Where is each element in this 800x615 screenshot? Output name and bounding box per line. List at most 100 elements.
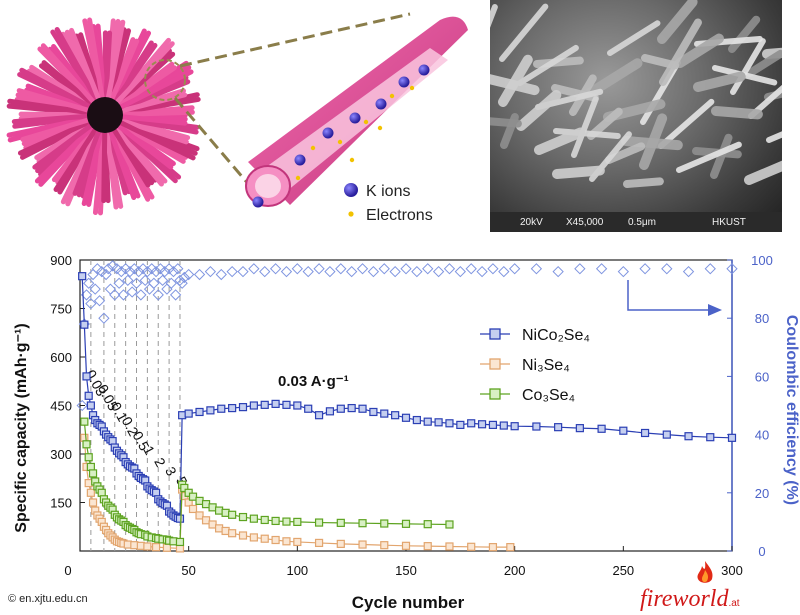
sem-nanorod bbox=[657, 0, 698, 44]
series-point bbox=[184, 409, 193, 418]
electron bbox=[295, 175, 301, 181]
series-point bbox=[706, 433, 715, 442]
series-point bbox=[195, 407, 204, 417]
ce-point bbox=[552, 265, 564, 278]
series-point bbox=[488, 543, 498, 552]
series-point bbox=[84, 453, 93, 462]
ce-point bbox=[122, 274, 134, 287]
ce-point bbox=[280, 265, 293, 278]
series-point bbox=[488, 420, 498, 429]
sem-micrograph: 20kV X45,000 0.5μm HKUST bbox=[490, 0, 782, 232]
sem-nanorod bbox=[605, 142, 646, 164]
series-point bbox=[380, 541, 389, 550]
ce-point bbox=[193, 268, 206, 281]
ce-point bbox=[93, 295, 106, 307]
series-point bbox=[445, 542, 454, 551]
x-tick-label: 150 bbox=[395, 563, 417, 578]
ce-point bbox=[150, 265, 162, 278]
ce-point bbox=[135, 289, 147, 301]
ce-point bbox=[378, 263, 390, 275]
electron bbox=[310, 145, 316, 151]
x-tick-label: 100 bbox=[286, 563, 308, 578]
ce-point bbox=[291, 263, 303, 275]
series-point bbox=[282, 537, 291, 546]
series-point bbox=[88, 498, 98, 507]
sem-nanorod bbox=[766, 131, 782, 143]
ce-point bbox=[163, 263, 175, 275]
ce-point bbox=[726, 263, 738, 275]
series-point bbox=[554, 423, 563, 432]
sem-nanorod bbox=[676, 141, 742, 173]
y-tick-label: 450 bbox=[50, 399, 72, 414]
series-point bbox=[380, 519, 389, 528]
ce-point bbox=[313, 263, 325, 275]
series-point bbox=[228, 510, 237, 519]
ce-point bbox=[226, 265, 238, 278]
series-point bbox=[314, 411, 324, 420]
ce-point bbox=[117, 289, 130, 301]
flame-icon bbox=[697, 561, 713, 583]
electron bbox=[337, 139, 343, 145]
y-tick-label: 150 bbox=[50, 496, 72, 511]
ce-point bbox=[161, 283, 173, 295]
zoom-guide-line-top bbox=[179, 12, 411, 68]
sem-nanorod bbox=[553, 128, 621, 139]
series-group bbox=[80, 433, 515, 553]
series-point bbox=[662, 430, 671, 439]
sem-nanorod bbox=[675, 33, 724, 68]
y-tick-label: 750 bbox=[50, 302, 72, 317]
ce-point bbox=[85, 297, 97, 310]
k-ion-legend-label: K ions bbox=[366, 183, 410, 200]
series-point bbox=[445, 520, 454, 529]
plot-frame bbox=[79, 259, 733, 552]
potassium-ions bbox=[252, 64, 430, 208]
ce-point bbox=[100, 268, 112, 281]
ce-point bbox=[215, 268, 227, 281]
series-point bbox=[238, 403, 248, 412]
series-point bbox=[358, 519, 367, 528]
ce-point bbox=[422, 263, 434, 275]
series-point bbox=[238, 512, 248, 522]
ce-point bbox=[87, 268, 99, 281]
series-point bbox=[347, 403, 356, 413]
ce-point bbox=[335, 263, 347, 275]
ce-point bbox=[356, 263, 369, 275]
schematic-illustration: K ions Electrons bbox=[6, 12, 468, 224]
k-ion bbox=[349, 112, 361, 124]
ce-point bbox=[119, 263, 132, 275]
y-tick-label: 600 bbox=[50, 350, 72, 365]
x-tick-label: 300 bbox=[721, 563, 743, 578]
series-point bbox=[293, 537, 302, 547]
x-origin-label: 0 bbox=[64, 563, 71, 578]
ce-point bbox=[172, 263, 184, 275]
series-point bbox=[78, 272, 87, 281]
ce-point bbox=[639, 263, 651, 275]
series-point bbox=[175, 514, 185, 523]
series-point bbox=[336, 518, 345, 527]
sem-scale-label: 0.5μm bbox=[628, 217, 656, 228]
x-axis-ticks: 0 50 100 150 200 250 300 bbox=[64, 546, 743, 578]
fireworld-logo: fireworld.at bbox=[640, 586, 740, 613]
ce-point bbox=[124, 265, 136, 278]
ce-point bbox=[130, 277, 143, 289]
ce-point bbox=[148, 277, 160, 289]
series-group bbox=[78, 272, 737, 523]
electron bbox=[409, 85, 415, 91]
ce-point bbox=[259, 265, 271, 278]
ce-point bbox=[176, 277, 188, 289]
series-point bbox=[260, 515, 269, 525]
ce-point bbox=[465, 263, 477, 275]
ce-point bbox=[487, 263, 499, 275]
ce-point bbox=[137, 263, 149, 275]
sem-nanorod bbox=[607, 20, 661, 56]
urchin-core bbox=[87, 97, 123, 133]
ce-point bbox=[574, 263, 586, 275]
ce-point bbox=[204, 265, 217, 278]
sem-nanorod bbox=[623, 177, 664, 188]
ce-point bbox=[389, 265, 401, 278]
series-point bbox=[84, 391, 93, 400]
sem-nanorod bbox=[516, 90, 562, 131]
rate-label: 2 bbox=[151, 455, 169, 470]
ce-point bbox=[146, 263, 158, 275]
legend-label: Ni₃Se₄ bbox=[522, 357, 570, 374]
